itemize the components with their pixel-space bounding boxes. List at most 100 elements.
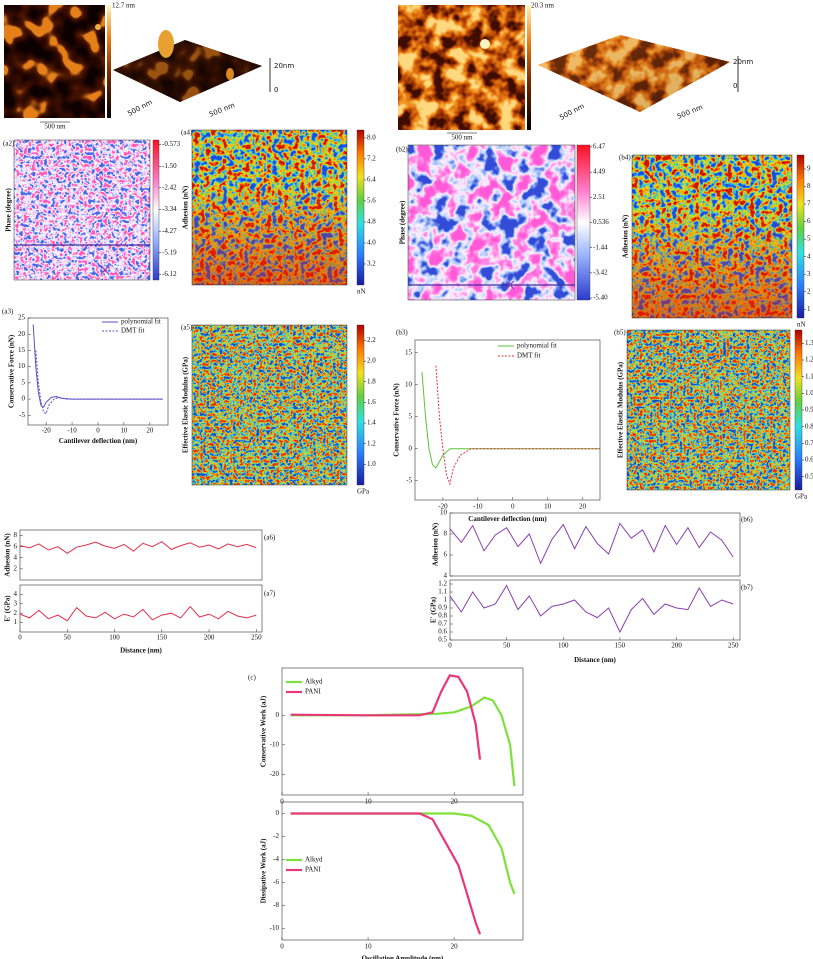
height-feature [480,39,490,49]
colorbar-tick-label: 2 [807,287,811,295]
colorbar-tick-label: 2.51 [593,193,606,201]
map-quantity: Effective Elastic Modulus (GPa) [617,361,625,458]
colorbar-tick-label: 2.0 [367,357,376,365]
legend-label: Alkyd [305,856,323,864]
colorbar [527,5,531,130]
colorbar-tick-label: -5.40 [593,294,608,302]
scale-bar-label: 500 nm [451,134,473,142]
x-axis-label: Cantilever deflection (nm) [59,437,138,445]
y-axis-label: Conservative Work (aJ) [260,695,268,767]
panel-label: (a4) [181,129,193,137]
y-tick-label: 4 [444,572,448,580]
x-tick-label: 250 [728,642,739,650]
colorbar-tick-label: 1.2 [367,439,376,447]
x-tick-label: -10 [67,427,77,435]
colorbar-tick-label: 5 [807,235,811,243]
y-tick-label: 0 [276,711,280,719]
colorbar-tick-label: 1.6 [367,398,376,406]
x-tick-label: 20 [451,798,459,806]
x-tick-label: 0 [511,503,515,511]
plot-frame [449,512,741,577]
colorbar-tick-label: 0.7 [805,439,813,447]
y-tick-label: -2 [273,832,279,840]
colorbar-tick-label: 3 [807,270,811,278]
data-line [35,350,163,415]
y-tick-label: 4 [14,553,18,561]
x-tick-label: 10 [365,943,373,951]
surface-peak [226,68,234,80]
x-tick-label: 0 [96,427,100,435]
surface-y-label: 500 nm [676,103,704,121]
legend-label: Alkyd [305,678,323,686]
x-tick-label: 0 [448,642,452,650]
legend-label: polynomial fit [121,318,161,326]
x-tick-label: 20 [451,943,459,951]
y-tick-label: 15 [18,346,26,354]
colorbar-tick-label: 6.47 [593,143,606,151]
y-tick-label: 0.6 [438,628,447,636]
x-tick-label: 0 [18,634,22,642]
data-line [421,371,600,469]
colorbar-tick-label: 0.6 [805,456,813,464]
x-tick-label: 0 [280,943,284,951]
map-quantity: Adhesion (nN) [622,214,630,258]
surface-x-label: 500 nm [126,98,154,118]
y-tick-label: -5 [19,411,25,419]
x-tick-label: 20 [579,503,587,511]
colorbar-tick-label: -0.573 [162,140,181,148]
legend-label: DMT fit [121,327,144,335]
map-image [192,325,347,485]
plot-frame [27,317,169,426]
colorbar-unit: nN [357,288,366,296]
map-image [14,140,150,280]
y-tick-label: 1.1 [438,588,447,596]
colorbar-tick-label: 1.3 [805,339,813,347]
panel-label: (a5) [181,324,193,332]
panel-label: (b7) [741,584,753,592]
panel-label: (a7) [264,590,276,598]
panel-label: (a2) [3,140,15,148]
y-tick-label: 1.2 [438,580,447,588]
map-frame [191,129,348,286]
colorbar-tick-label: 1.8 [367,377,376,385]
y-tick-label: 8 [444,530,448,538]
colorbar-tick-label: 8.0 [367,133,376,141]
x-tick-label: 50 [503,642,511,650]
y-tick-label: 0.8 [438,612,447,620]
colorbar-tick-label: -5.19 [162,248,177,256]
colorbar-tick-label: -6.12 [162,270,177,278]
colorbar-tick-label: -3.34 [162,205,177,213]
surface-z-max: 20nm [274,62,294,70]
colorbar-tick-label: 6.4 [367,176,376,184]
x-tick-label: 20 [146,427,154,435]
colorbar-unit: GPa [795,493,808,501]
plot-frame [19,529,263,581]
data-line [32,324,163,408]
colorbar [356,129,365,286]
y-tick-label: 15 [405,348,413,356]
colorbar-tick-label: 2.2 [367,336,376,344]
y-tick-label: 0.7 [438,620,447,628]
map-quantity: Phase (degree) [5,188,13,232]
colorbar-tick-label: -1.50 [162,162,177,170]
y-tick-label: -10 [270,740,280,748]
x-tick-label: 200 [671,642,682,650]
colorbar-tick-label: 6 [807,217,811,225]
legend-label: PANI [305,866,321,874]
panel-label: (b3) [396,329,408,337]
surface-texture [538,35,730,112]
x-tick-label: 250 [251,634,262,642]
scale-bar-label: 500 nm [44,123,66,131]
colorbar-tick-label: 9 [807,165,811,173]
panel-label: (a1) [6,7,18,15]
colorbar-tick-label: 4.0 [367,239,376,247]
marker [100,265,110,275]
x-tick-label: 200 [204,634,215,642]
height-image [4,5,105,118]
marker [505,280,515,290]
height-feature [95,24,101,30]
y-tick-label: -4 [273,855,279,863]
y-axis-label: E' (GPa) [430,596,438,623]
surface-z-max: 20nm [733,58,753,66]
y-tick-label: 4 [14,590,18,598]
